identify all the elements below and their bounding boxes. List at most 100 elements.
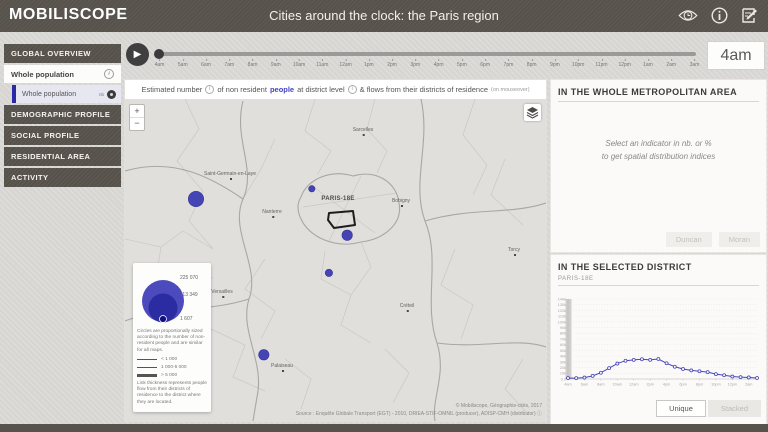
hour-tick: 10pm: [571, 59, 585, 68]
header: MOBILISCOPE Cities around the clock: the…: [0, 0, 768, 32]
flow-class-label: 1 000-5 000: [161, 364, 187, 370]
svg-text:120k: 120k: [558, 309, 566, 313]
play-button[interactable]: ▶: [126, 43, 149, 66]
presence-point[interactable]: [574, 376, 579, 381]
hour-tick: 8pm: [526, 59, 537, 68]
presence-point[interactable]: [738, 375, 743, 380]
sidebar: GLOBAL OVERVIEW Whole population i Whole…: [4, 44, 121, 187]
place-label: Saint-Germain-en-Laye: [204, 171, 256, 180]
legend-value-min: 1 607: [180, 316, 193, 322]
app-logo: MOBILISCOPE: [9, 6, 128, 23]
place-label: Bobigny: [391, 198, 411, 207]
presence-point[interactable]: [640, 357, 644, 362]
place-label: Sarcelles: [352, 127, 374, 136]
hour-tick: 10am: [292, 59, 306, 68]
district-chart: 140k 130k 120k 110k 100k 90k 80k 70k 60k 50k 40k 30…: [553, 295, 763, 398]
district-circle[interactable]: [325, 269, 333, 277]
presence-point[interactable]: [582, 375, 587, 380]
presence-point[interactable]: [681, 367, 685, 371]
legend-flows-note: Link thickness represents people flow fr…: [137, 380, 207, 405]
hour-tick: 11pm: [595, 59, 608, 68]
moran-button[interactable]: Moran: [718, 232, 760, 247]
sidebar-section-demographic-profile[interactable]: DEMOGRAPHIC PROFILE: [4, 105, 121, 124]
hour-tick: 9pm: [550, 59, 560, 68]
presence-point[interactable]: [656, 357, 661, 361]
district-circle[interactable]: [308, 185, 316, 193]
district-circle[interactable]: [188, 191, 204, 207]
presence-point[interactable]: [730, 374, 735, 379]
stacked-view-button[interactable]: Stacked: [707, 400, 761, 417]
sidebar-indicator-whole-population[interactable]: Whole population nb: [12, 85, 121, 103]
map-caption: Estimated number i of non resident peopl…: [125, 80, 546, 99]
presence-point[interactable]: [746, 375, 751, 380]
zoom-out-button[interactable]: −: [134, 118, 140, 128]
presence-point[interactable]: [623, 358, 628, 363]
district-circle[interactable]: [258, 349, 270, 361]
svg-text:8am: 8am: [597, 383, 604, 387]
svg-text:50k: 50k: [560, 349, 566, 353]
nb-percent-toggle[interactable]: [107, 89, 116, 99]
hour-tick: 2am: [666, 59, 677, 68]
chart-view-buttons: Unique Stacked: [656, 400, 761, 417]
sidebar-section-global-overview[interactable]: GLOBAL OVERVIEW: [4, 44, 121, 63]
selected-district-card: IN THE SELECTED DISTRICT PARIS-18E 140k 1…: [551, 255, 766, 424]
place-label: Créteil: [399, 303, 415, 312]
legend-flow-classes: < 1 000 1 000-5 000 > 5 000: [136, 357, 208, 378]
indicator-people-link[interactable]: people: [269, 85, 295, 94]
layers-button[interactable]: [524, 104, 541, 121]
presence-point[interactable]: [607, 366, 611, 371]
presence-point[interactable]: [697, 369, 702, 374]
index-buttons: Duncan Moran: [665, 232, 760, 247]
placeholder-line2: to get spatial distribution indices: [601, 151, 716, 161]
presence-point[interactable]: [615, 361, 620, 366]
hour-tick-labels: 4am 5am 6am 7am 8am 9am 10am 11am 12am 1pm 2pm 3pm 4…: [155, 59, 699, 71]
svg-text:30k: 30k: [560, 360, 566, 364]
duncan-button[interactable]: Duncan: [665, 232, 712, 247]
sidebar-group-whole-population[interactable]: Whole population i: [4, 65, 121, 83]
legend-flow-row: < 1 000: [137, 357, 207, 362]
presence-point[interactable]: [722, 373, 727, 378]
time-slider-handle[interactable]: [154, 49, 164, 59]
eye-clock-icon[interactable]: [678, 7, 698, 24]
guided-tour-icon[interactable]: [741, 7, 758, 24]
time-slider-track[interactable]: [154, 49, 696, 59]
level-info-icon[interactable]: i: [347, 85, 357, 94]
selected-district-label[interactable]: PARIS-18E: [321, 196, 355, 202]
svg-text:6pm: 6pm: [679, 383, 686, 387]
indices-placeholder: Select an indicator in nb. or % to get s…: [551, 138, 766, 164]
presence-point[interactable]: [689, 368, 694, 373]
hour-tick: 12am: [339, 59, 352, 68]
presence-point[interactable]: [755, 376, 759, 380]
map-zoom-control: + −: [129, 104, 145, 131]
map-canvas[interactable]: + − Sarcelles Saint-Germain-en-Laye Nanter…: [125, 99, 546, 421]
presence-point[interactable]: [648, 357, 653, 362]
hour-tick: 1am: [643, 59, 653, 68]
presence-point[interactable]: [566, 376, 570, 381]
presence-point[interactable]: [598, 370, 603, 375]
presence-point[interactable]: [705, 370, 710, 375]
header-icons: [678, 7, 758, 24]
presence-point[interactable]: [631, 357, 636, 362]
info-icon[interactable]: [711, 7, 728, 24]
unique-view-button[interactable]: Unique: [656, 400, 706, 417]
sidebar-section-activity[interactable]: ACTIVITY: [4, 168, 121, 187]
presence-point[interactable]: [714, 372, 718, 377]
sidebar-section-social-profile[interactable]: SOCIAL PROFILE: [4, 126, 121, 145]
hour-tick: 2pm: [387, 59, 397, 68]
district-circle[interactable]: [342, 230, 352, 240]
flow-thickness-sample: [137, 373, 157, 378]
caption-mouseover-note: (on mouseover): [491, 86, 530, 93]
place-label: Nanterre: [262, 209, 282, 218]
indicator-label: Whole population: [22, 90, 77, 98]
number-info-icon[interactable]: i: [205, 85, 215, 94]
zoom-in-button[interactable]: +: [130, 105, 144, 118]
presence-point[interactable]: [664, 361, 669, 366]
legend-flow-row: 1 000-5 000: [137, 365, 207, 370]
legend-circles-note: Circles are proportionally sized accordi…: [137, 329, 205, 353]
svg-text:10am: 10am: [613, 383, 623, 387]
group-info-icon[interactable]: i: [104, 69, 114, 79]
presence-point[interactable]: [672, 364, 677, 369]
presence-point[interactable]: [590, 373, 595, 378]
sidebar-section-residential-area[interactable]: RESIDENTIAL AREA: [4, 147, 121, 166]
